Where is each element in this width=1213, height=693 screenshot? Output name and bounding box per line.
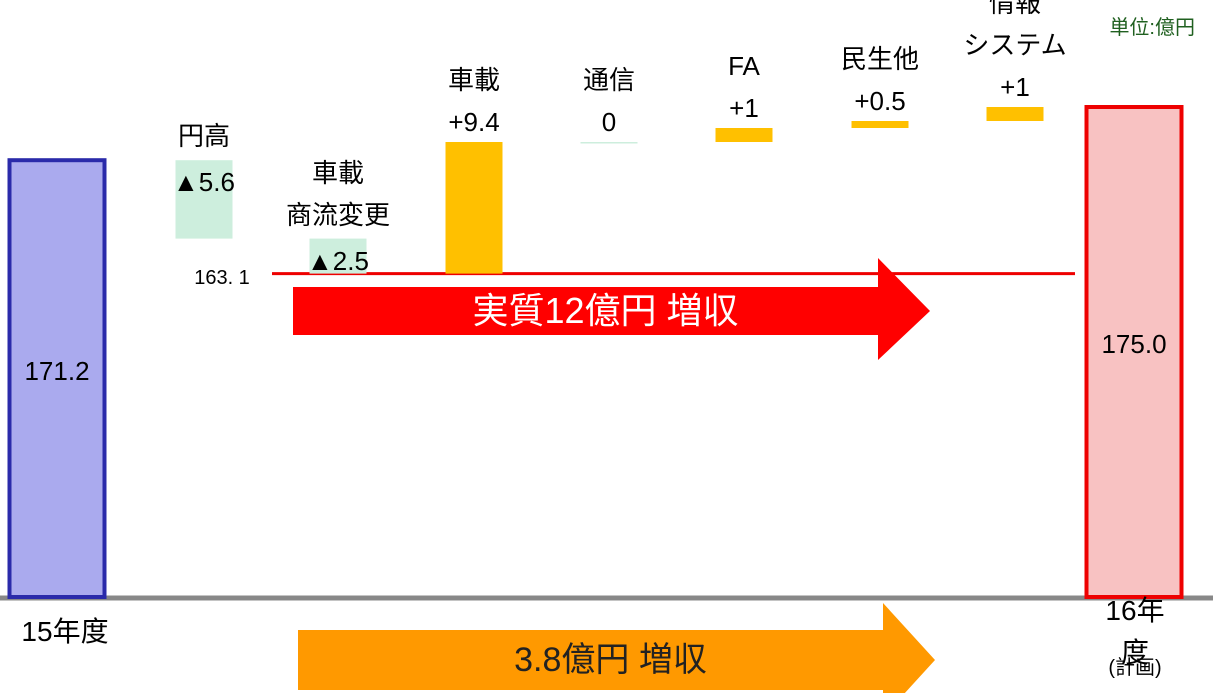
bar xyxy=(986,107,1044,121)
category-label: 円高 xyxy=(177,121,231,152)
value-label: +1 xyxy=(729,93,759,123)
bar xyxy=(851,121,909,128)
value-label: 175.0 xyxy=(1101,329,1167,359)
bar xyxy=(580,142,638,144)
arrow-text: 実質12億円 増収 xyxy=(472,290,739,331)
bar xyxy=(175,160,233,239)
value-label: 0 xyxy=(601,107,617,137)
category-label: 民生他 xyxy=(840,44,920,74)
value-label: 171.2 xyxy=(24,355,90,386)
arrow xyxy=(298,603,935,693)
bar xyxy=(309,238,367,274)
category-label: 車載 商流変更 xyxy=(285,157,391,230)
category-label: 通信 xyxy=(582,65,636,95)
value-label: ▲2.5 xyxy=(307,245,369,276)
category-note: (計画) xyxy=(1108,657,1162,679)
x-tick-label: 16年度 xyxy=(1105,595,1165,668)
unit-note: 単位:億円 xyxy=(1109,17,1195,39)
bar xyxy=(715,128,773,142)
value-label: +1 xyxy=(1000,72,1030,102)
reference-label: 163. 1 xyxy=(194,266,250,289)
arrow-text: 3.8億円 増収 xyxy=(514,641,707,679)
bar xyxy=(445,142,503,274)
value-label: +0.5 xyxy=(854,86,906,116)
bar xyxy=(1084,105,1184,599)
x-tick-label: 15年度 xyxy=(21,616,109,647)
bar xyxy=(7,158,107,599)
arrow xyxy=(293,258,930,360)
category-label: 情報 システム xyxy=(963,0,1067,60)
value-label: ▲5.6 xyxy=(173,167,235,198)
category-label: FA xyxy=(728,51,760,81)
category-label: 車載 xyxy=(447,65,501,95)
value-label: +9.4 xyxy=(448,107,500,137)
